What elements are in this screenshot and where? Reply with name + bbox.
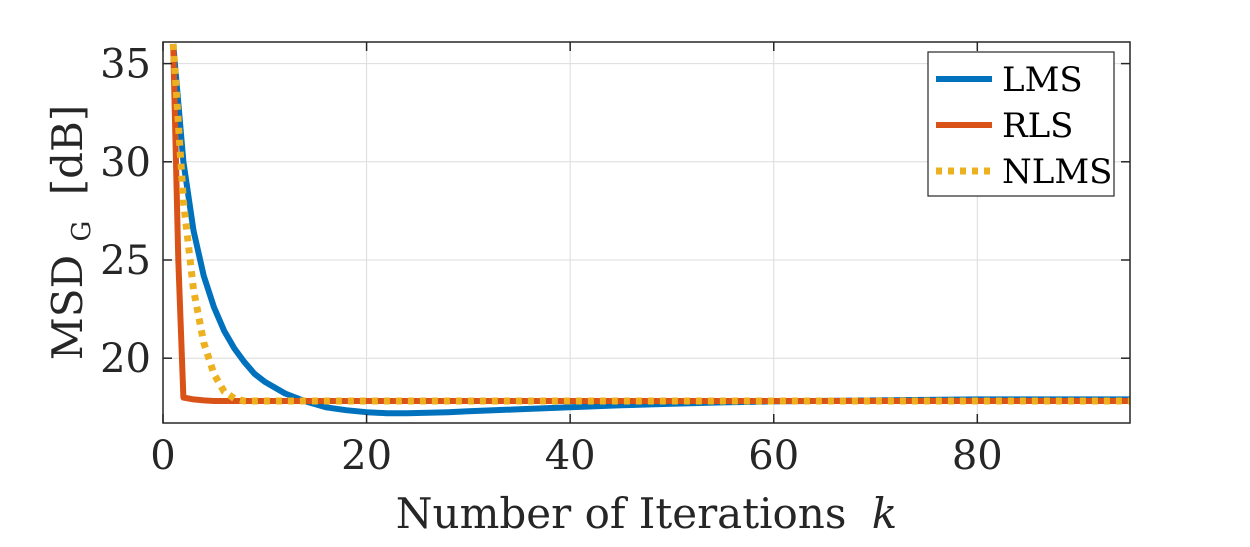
x-axis-label: Number of Iterations k: [396, 489, 897, 538]
x-tick-label: 80: [952, 433, 1003, 479]
legend: LMS RLS NLMS: [927, 51, 1115, 197]
y-tick-label: 35: [100, 42, 151, 88]
legend-label-lms: LMS: [1002, 60, 1083, 100]
y-axis-label: MSD G [dB]: [43, 105, 100, 360]
x-axis-label-text: Number of Iterations: [396, 489, 847, 538]
y-tick-label: 25: [100, 238, 151, 284]
y-axis-label-sub: G: [67, 221, 97, 242]
series-layer: [169, 43, 1130, 417]
y-axis-label-main: MSD: [43, 255, 92, 360]
x-tick-label: 40: [545, 433, 596, 479]
legend-label-nlms: NLMS: [1002, 152, 1112, 192]
y-tick-label: 30: [100, 140, 151, 186]
series-line-nlms: [169, 43, 1130, 405]
x-tick-label: 20: [341, 433, 392, 479]
y-tick-label: 20: [100, 336, 151, 382]
legend-label-rls: RLS: [1002, 106, 1073, 146]
x-tick-label: 0: [150, 433, 175, 479]
plot-frame: [162, 41, 1131, 424]
x-tick-label: 60: [748, 433, 799, 479]
tick-layer: 0 20 40 60 80 20 25 30 35: [100, 42, 1130, 479]
y-axis-label-unit: [dB]: [43, 105, 92, 196]
x-axis-label-var: k: [872, 489, 897, 538]
